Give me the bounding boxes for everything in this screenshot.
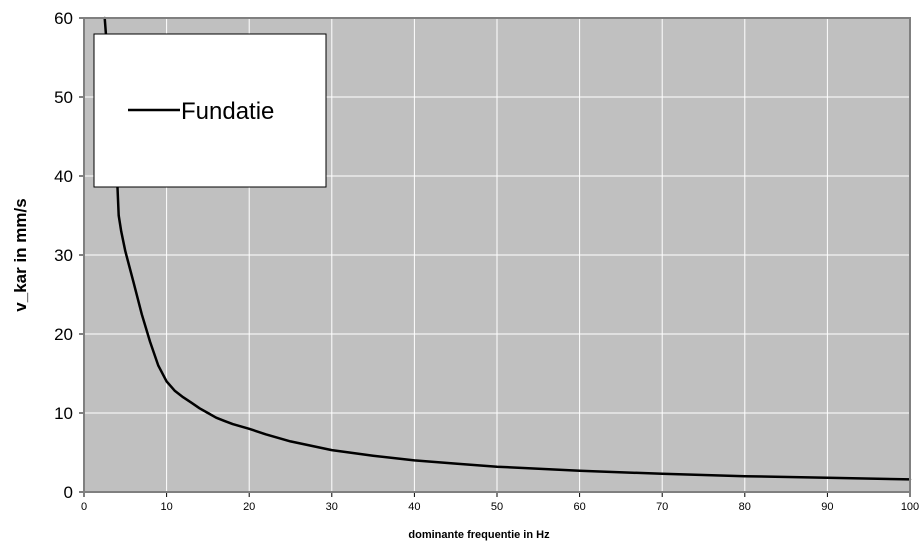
y-tick-label: 0 (64, 483, 73, 502)
x-tick-label: 10 (160, 501, 172, 513)
x-tick-label: 20 (243, 501, 255, 513)
plot-frame (83, 17, 911, 493)
x-tick-label: 80 (739, 501, 751, 513)
x-tick-label: 0 (81, 501, 87, 513)
x-tick-label: 60 (573, 501, 585, 513)
x-axis: 0 10 20 30 40 50 60 70 80 90 100 (81, 492, 919, 513)
x-axis-label: dominante frequentie in Hz (408, 529, 550, 541)
x-tick-label: 90 (821, 501, 833, 513)
x-tick-label: 100 (901, 501, 919, 513)
grid-lines (84, 18, 910, 492)
y-tick-label: 10 (54, 404, 73, 423)
x-tick-label: 40 (408, 501, 420, 513)
y-axis-label: v_kar in mm/s (11, 198, 30, 311)
x-tick-label: 30 (326, 501, 338, 513)
y-tick-label: 40 (54, 167, 73, 186)
x-tick-label: 50 (491, 501, 503, 513)
y-tick-label: 20 (54, 325, 73, 344)
y-tick-label: 50 (54, 88, 73, 107)
y-tick-label: 30 (54, 246, 73, 265)
y-tick-label: 60 (54, 9, 73, 28)
x-tick-label: 70 (656, 501, 668, 513)
series-line-fundatie (103, 16, 912, 481)
legend: Fundatie (93, 33, 327, 188)
legend-label-fundatie: Fundatie (181, 98, 274, 125)
series-layer (103, 16, 912, 481)
y-axis: 0 10 20 30 40 50 60 (54, 9, 84, 502)
